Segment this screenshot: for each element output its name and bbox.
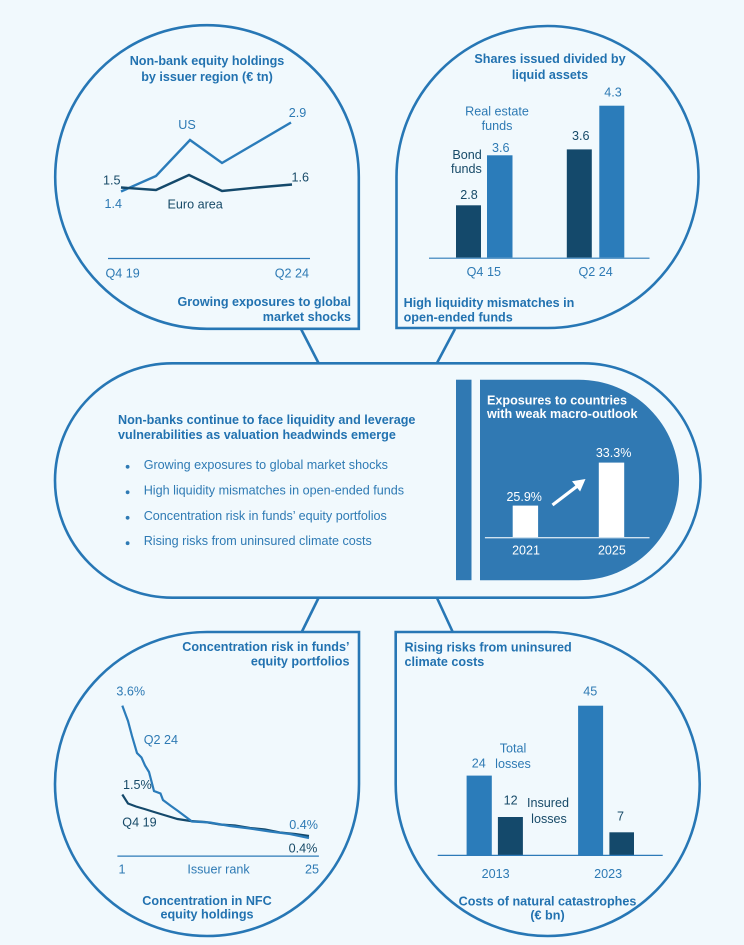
svg-text:High liquidity mismatches in: High liquidity mismatches in — [404, 296, 575, 310]
svg-text:1.6: 1.6 — [292, 171, 310, 185]
svg-text:Real estate: Real estate — [465, 105, 529, 119]
svg-text:Q2 24: Q2 24 — [578, 265, 612, 279]
svg-text:25.9%: 25.9% — [506, 490, 541, 504]
svg-text:2023: 2023 — [594, 867, 622, 881]
svg-text:Euro area: Euro area — [168, 198, 223, 212]
svg-text:Concentration in NFC: Concentration in NFC — [142, 894, 271, 908]
svg-text:Growing exposures to global: Growing exposures to global — [177, 295, 351, 309]
svg-text:Issuer rank: Issuer rank — [187, 863, 250, 877]
svg-text:equity holdings: equity holdings — [160, 908, 253, 922]
svg-text:Shares issued divided by: Shares issued divided by — [474, 52, 625, 66]
svg-text:2025: 2025 — [598, 544, 626, 558]
svg-text:equity portfolios: equity portfolios — [251, 655, 350, 669]
svg-text:losses: losses — [531, 812, 567, 826]
svg-text:funds: funds — [482, 119, 513, 133]
svg-text:losses: losses — [495, 757, 531, 771]
svg-text:2013: 2013 — [482, 867, 510, 881]
svg-text:Insured: Insured — [527, 796, 569, 810]
svg-text:open-ended funds: open-ended funds — [404, 310, 513, 324]
svg-text:liquid assets: liquid assets — [512, 68, 588, 82]
svg-text:by issuer region (€ tn): by issuer region (€ tn) — [141, 70, 273, 84]
svg-text:US: US — [178, 118, 196, 132]
svg-text:7: 7 — [617, 810, 624, 824]
svg-text:0.4%: 0.4% — [289, 842, 318, 856]
svg-text:vulnerabilities as valuation h: vulnerabilities as valuation headwinds e… — [118, 428, 396, 442]
svg-text:funds: funds — [451, 162, 482, 176]
svg-text:Q2 24: Q2 24 — [275, 267, 309, 281]
svg-text:with weak macro-outlook: with weak macro-outlook — [486, 407, 638, 421]
svg-text:Costs of natural catastrophes: Costs of natural catastrophes — [459, 895, 637, 909]
svg-text:25: 25 — [305, 863, 319, 877]
svg-text:1.5: 1.5 — [103, 174, 121, 188]
svg-text:2.9: 2.9 — [289, 106, 307, 120]
svg-text:2.8: 2.8 — [460, 188, 478, 202]
svg-text:Q4 15: Q4 15 — [467, 265, 501, 279]
svg-text:Q4 19: Q4 19 — [122, 816, 156, 830]
svg-text:1.4: 1.4 — [104, 197, 122, 211]
svg-text:Non-banks continue to face liq: Non-banks continue to face liquidity and… — [118, 413, 415, 427]
svg-text:Exposures to countries: Exposures to countries — [487, 394, 627, 408]
svg-text:45: 45 — [583, 685, 597, 699]
svg-text:33.3%: 33.3% — [596, 446, 631, 460]
svg-text:Growing exposures to global ma: Growing exposures to global market shock… — [144, 458, 388, 472]
svg-text:Rising risks from uninsured cl: Rising risks from uninsured climate cost… — [144, 534, 372, 548]
svg-text:Q2 24: Q2 24 — [144, 733, 178, 747]
svg-text:climate costs: climate costs — [405, 655, 485, 669]
svg-text:4.3: 4.3 — [604, 86, 622, 100]
svg-text:1.5%: 1.5% — [123, 778, 152, 792]
svg-text:1: 1 — [118, 863, 125, 877]
svg-text:12: 12 — [504, 794, 518, 808]
svg-text:Bond: Bond — [452, 148, 481, 162]
svg-text:Concentration risk in funds’: Concentration risk in funds’ — [182, 640, 349, 654]
svg-text:Rising risks from uninsured: Rising risks from uninsured — [405, 641, 572, 655]
svg-text:3.6: 3.6 — [492, 141, 510, 155]
svg-text:3.6: 3.6 — [572, 129, 590, 143]
svg-text:High liquidity mismatches in o: High liquidity mismatches in open-ended … — [144, 484, 404, 498]
svg-text:market shocks: market shocks — [263, 310, 351, 324]
svg-text:2021: 2021 — [512, 544, 540, 558]
svg-text:Non-bank equity holdings: Non-bank equity holdings — [130, 54, 285, 68]
svg-text:(€ bn): (€ bn) — [530, 909, 564, 923]
svg-text:3.6%: 3.6% — [116, 685, 145, 699]
svg-text:Concentration risk in funds’ e: Concentration risk in funds’ equity port… — [144, 509, 387, 523]
svg-text:24: 24 — [472, 757, 486, 771]
svg-text:Total: Total — [500, 742, 527, 756]
svg-text:Q4 19: Q4 19 — [106, 267, 140, 281]
svg-text:0.4%: 0.4% — [289, 818, 318, 832]
